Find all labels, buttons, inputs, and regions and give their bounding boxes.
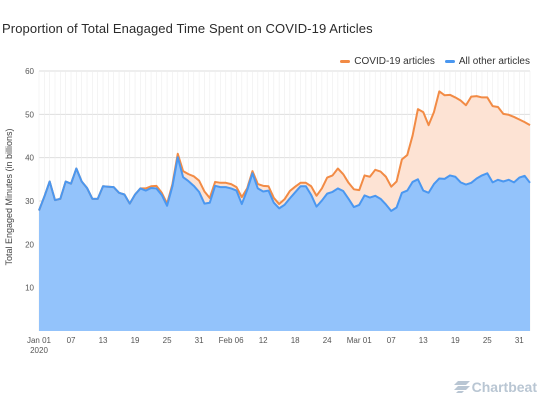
legend-item-other[interactable]: All other articles [444, 55, 530, 67]
y-tick-label: 50 [25, 110, 34, 119]
x-tick-label: 31 [515, 336, 524, 345]
y-tick-label: 20 [25, 240, 34, 249]
line-all-other-articles [38, 156, 531, 212]
x-tick-label: 25 [163, 336, 172, 345]
x-tick-label: Feb 06 [219, 336, 244, 345]
chartbeat-logo-icon [453, 381, 470, 393]
legend-item-covid[interactable]: COVID-19 articles [340, 56, 435, 67]
x-tick-label: Mar 01 [347, 336, 372, 345]
x-tick-label: 19 [451, 336, 460, 345]
x-tick-label: 13 [99, 336, 108, 345]
legend-swatch-other [444, 59, 455, 63]
x-tick-year-label: 2020 [30, 346, 48, 355]
x-tick-label: Jan 01 [27, 336, 52, 345]
x-tick-label: 25 [483, 336, 492, 345]
legend-label-other: All other articles [458, 55, 530, 67]
y-tick-label: 30 [25, 197, 34, 206]
legend-swatch-covid [340, 59, 351, 63]
legend-label-covid: COVID-19 articles [354, 55, 435, 67]
x-tick-label: 31 [195, 336, 204, 345]
y-tick-label: 10 [25, 284, 34, 293]
x-tick-label: 07 [387, 336, 396, 345]
chart-legend: COVID-19 articles All other articles [340, 54, 530, 68]
y-tick-label: 60 [25, 67, 34, 76]
x-tick-label: 18 [291, 336, 300, 345]
chartbeat-logo-text: Chartbeat [471, 379, 537, 395]
area-all-other-articles [39, 157, 530, 331]
y-tick-label: 40 [25, 154, 34, 163]
chartbeat-logo: Chartbeat [453, 379, 537, 395]
x-tick-label: 12 [259, 336, 268, 345]
x-tick-label: 13 [419, 336, 428, 345]
x-tick-label: 07 [67, 336, 76, 345]
x-tick-label: 19 [131, 336, 140, 345]
chart-title: Proportion of Total Enagaged Time Spent … [2, 21, 373, 36]
x-tick-label: 24 [323, 336, 332, 345]
